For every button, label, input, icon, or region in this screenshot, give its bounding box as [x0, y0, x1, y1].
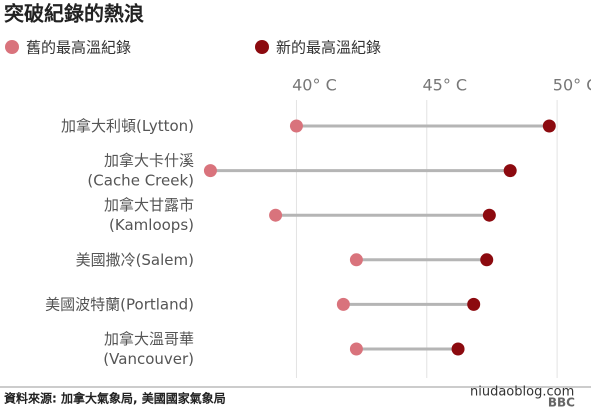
dot	[482, 208, 496, 222]
watermark: niudaoblog.com	[470, 385, 574, 400]
x-tick-label: 45° C	[422, 76, 467, 95]
x-tick-label: 40° C	[292, 76, 337, 95]
dot	[349, 253, 363, 267]
logo: BBC	[548, 396, 575, 410]
dot	[480, 253, 494, 267]
dot	[451, 342, 465, 356]
y-tick-label: 美國撒冷(Salem)	[76, 250, 194, 268]
dot	[542, 119, 556, 133]
y-tick-label: 加拿大甘露市(Kamloops)	[104, 196, 194, 234]
dot	[503, 164, 517, 178]
legend-label: 新的最高溫紀錄	[276, 39, 381, 57]
dot	[336, 297, 350, 311]
x-tick-label: 50° C	[553, 76, 591, 95]
y-tick-label: 加拿大卡什溪(Cache Creek)	[87, 151, 194, 189]
y-tick-label: 加拿大溫哥華(Vancouver)	[103, 330, 194, 368]
y-tick-label: 加拿大利頓(Lytton)	[61, 117, 194, 135]
chart-title: 突破紀錄的熱浪	[4, 2, 144, 26]
legend-marker	[255, 40, 269, 54]
dot	[289, 119, 303, 133]
dot	[467, 297, 481, 311]
dot	[269, 208, 283, 222]
legend-label: 舊的最高溫紀錄	[26, 39, 131, 57]
legend-marker	[5, 40, 19, 54]
dot	[349, 342, 363, 356]
source: 資料來源: 加拿大氣象局, 美國國家氣象局	[4, 391, 226, 406]
y-tick-label: 美國波特蘭(Portland)	[45, 295, 194, 313]
dot	[203, 164, 217, 178]
